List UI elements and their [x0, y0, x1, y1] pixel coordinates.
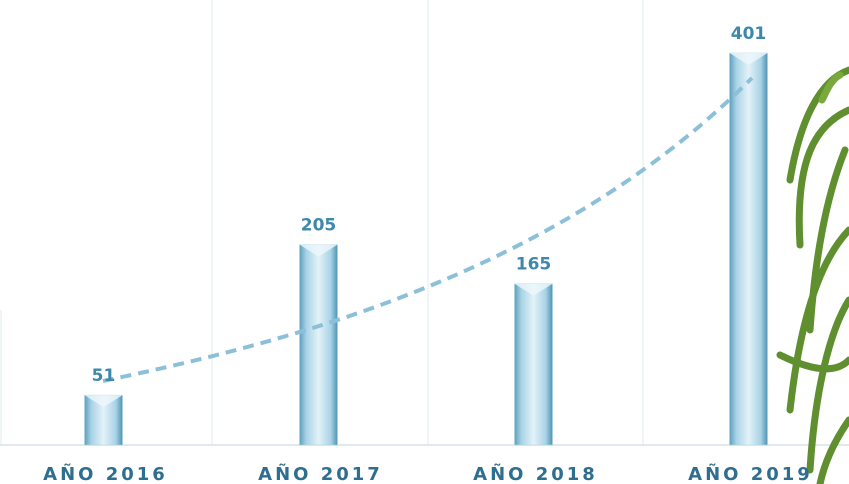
bar-cap: [84, 395, 123, 408]
bar: [299, 244, 338, 446]
value-label: 165: [516, 255, 552, 275]
column-dividers: [0, 0, 644, 445]
x-tick-label: AÑO 2018: [473, 462, 598, 484]
bar: [514, 283, 553, 446]
value-label: 51: [92, 366, 116, 386]
x-tick-label: AÑO 2019: [688, 462, 813, 484]
x-tick-label: AÑO 2017: [258, 462, 383, 484]
value-label: 205: [301, 216, 337, 236]
trend-line: [102, 76, 754, 383]
bar: [729, 52, 768, 446]
bar-cap: [299, 244, 338, 257]
x-tick-label: AÑO 2016: [43, 462, 168, 484]
plant-decoration: [776, 66, 849, 484]
value-label: 401: [731, 24, 767, 44]
bar-cap: [514, 283, 553, 296]
bars: [84, 52, 768, 446]
bar-cap: [729, 53, 768, 65]
